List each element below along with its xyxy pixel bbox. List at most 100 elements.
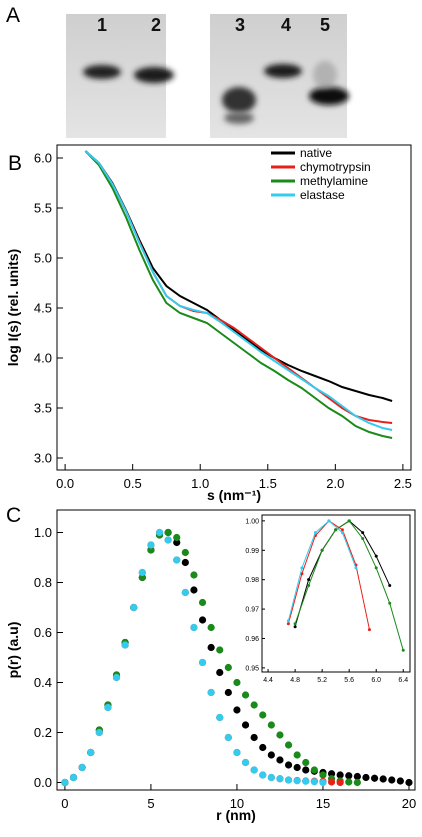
point [155, 528, 164, 537]
marker [293, 625, 297, 629]
y-tick-label: 4.0 [34, 351, 52, 366]
legend-label: chymotrypsin [300, 160, 371, 174]
marker [340, 531, 344, 535]
marker [307, 584, 311, 588]
marker [388, 601, 392, 605]
point [293, 777, 301, 785]
x-tick-label: 15 [316, 796, 330, 811]
point [284, 776, 293, 784]
point [267, 751, 275, 759]
x-tick-label: 10 [230, 796, 244, 811]
point [276, 756, 284, 764]
plot-frame [56, 144, 412, 471]
point [302, 777, 310, 785]
point [233, 748, 241, 757]
lane-label: 2 [151, 15, 161, 35]
point [353, 772, 361, 781]
marker [320, 548, 324, 552]
legend-label: native [300, 146, 332, 160]
x-tick-label: 0.0 [56, 476, 74, 491]
point [319, 778, 327, 787]
x-tick-label: 5.2 [317, 677, 327, 684]
plot: 4.4 4.8 5.2 5.6 6.0 6.4 0.95 0.96 0.97 0.98 0.99 1.… [245, 514, 411, 684]
inset-background [262, 515, 410, 672]
series-line [84, 150, 393, 439]
point [259, 771, 267, 779]
point [293, 751, 301, 759]
x-tick-label: 2.0 [326, 476, 344, 491]
y-axis-label: p(r) (a.u) [5, 622, 21, 679]
point [310, 766, 318, 774]
marker [388, 584, 392, 588]
point [259, 743, 267, 752]
point [336, 778, 344, 787]
point [388, 776, 396, 784]
point [164, 536, 172, 544]
point [112, 673, 121, 682]
point [267, 721, 275, 729]
x-axis-label: s (nm⁻¹) [207, 487, 261, 503]
point [250, 766, 258, 774]
series-group [61, 528, 413, 787]
series-line [84, 150, 393, 431]
series-line [84, 150, 393, 424]
point [138, 568, 146, 577]
panel-label: B [8, 152, 22, 175]
point [241, 758, 250, 767]
point [302, 758, 310, 767]
point [405, 778, 413, 787]
marker [300, 566, 304, 570]
marker [334, 528, 338, 532]
x-tick-label: 1.5 [259, 476, 277, 491]
marker [340, 528, 344, 532]
point [233, 678, 241, 687]
point [224, 663, 232, 672]
y-tick-label: 0.6 [34, 625, 52, 640]
point [353, 778, 361, 787]
y-tick-label: 0.99 [245, 548, 259, 555]
point [327, 778, 336, 786]
marker [327, 519, 331, 523]
point [198, 598, 207, 607]
point [224, 733, 232, 742]
point [233, 706, 241, 714]
point [276, 775, 284, 783]
x-tick-label: 0 [61, 796, 68, 811]
y-tick-label: 0.95 [245, 665, 259, 672]
x-tick-label: 6.0 [371, 677, 381, 684]
point [216, 713, 224, 722]
marker [347, 519, 351, 523]
x-tick-label: 0.5 [124, 476, 142, 491]
point [104, 703, 112, 712]
point [370, 774, 379, 782]
x-tick-label: 2.5 [394, 476, 412, 491]
marker [286, 622, 290, 626]
point [241, 721, 250, 729]
lane-label: 4 [281, 15, 291, 35]
plot-frame [261, 514, 411, 673]
point [138, 573, 146, 582]
point [345, 778, 353, 786]
point [198, 616, 207, 624]
point [276, 731, 284, 739]
marker [286, 619, 290, 623]
point [190, 586, 198, 594]
point [224, 688, 232, 697]
gel: 1 2 3 4 5 [66, 14, 349, 138]
lane-label: 3 [235, 15, 245, 35]
x-tick-label: 20 [402, 796, 416, 811]
marker [367, 628, 371, 632]
marker [361, 537, 365, 541]
point [147, 541, 155, 549]
point [181, 558, 189, 567]
point [78, 763, 86, 772]
point [250, 701, 258, 709]
series-line [287, 520, 357, 621]
y-tick-label: 3.0 [34, 451, 52, 466]
point [173, 533, 181, 542]
plot-frame [56, 509, 416, 791]
plot: 0 5 10 15 20 0.0 0.2 0.4 0.6 0.8 1.0 r (nm) p(r) (a.… [5, 509, 416, 823]
point [69, 773, 78, 782]
marker [307, 578, 311, 582]
point [302, 766, 310, 774]
